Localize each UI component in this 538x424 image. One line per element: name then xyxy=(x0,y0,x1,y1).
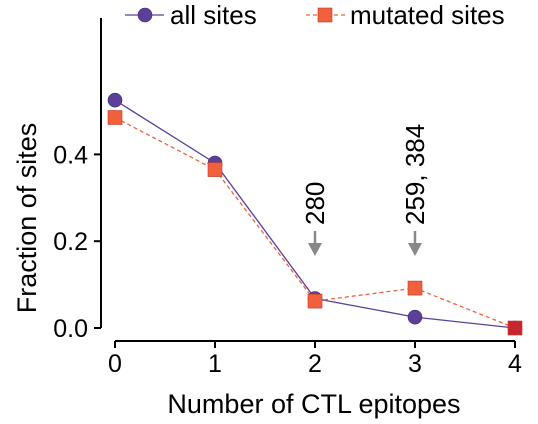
y-tick-label: 0.2 xyxy=(53,228,88,256)
annotations: 280 259, 384 xyxy=(300,124,430,256)
data-point-mutated-sites xyxy=(407,280,423,296)
data-point-mutated-sites xyxy=(507,320,523,336)
data-point-all-sites xyxy=(107,92,123,108)
series-line-mutated-sites xyxy=(114,116,516,329)
y-tick-label: 0.4 xyxy=(53,141,88,169)
annotation-arrow-head xyxy=(408,243,422,256)
y-axis-title: Fraction of sites xyxy=(12,123,42,314)
data-point-mutated-sites xyxy=(207,162,223,177)
annotation-label: 280 xyxy=(300,182,330,225)
x-tick-label: 0 xyxy=(108,350,122,378)
legend-marker-mutated-sites xyxy=(317,7,333,23)
x-tick-label: 2 xyxy=(308,350,322,378)
x-tick-label: 4 xyxy=(508,350,522,378)
ticks: 0 1 2 3 4 0.0 0.2 0.4 xyxy=(53,141,522,378)
annotation-arrow-head xyxy=(308,243,322,256)
legend: all sites mutated sites xyxy=(125,0,505,30)
x-tick-label: 1 xyxy=(208,350,222,378)
legend-label-mutated-sites: mutated sites xyxy=(350,0,505,30)
x-tick-label: 3 xyxy=(408,350,422,378)
legend-label-all-sites: all sites xyxy=(170,0,257,30)
legend-marker-all-sites xyxy=(137,7,153,23)
x-axis-title: Number of CTL epitopes xyxy=(167,389,460,419)
data-point-mutated-sites xyxy=(307,293,323,309)
series-layer xyxy=(107,92,523,336)
data-point-mutated-sites xyxy=(107,110,123,125)
y-tick-label: 0.0 xyxy=(53,315,88,343)
annotation-label: 259, 384 xyxy=(400,124,430,225)
data-point-all-sites xyxy=(407,309,423,325)
